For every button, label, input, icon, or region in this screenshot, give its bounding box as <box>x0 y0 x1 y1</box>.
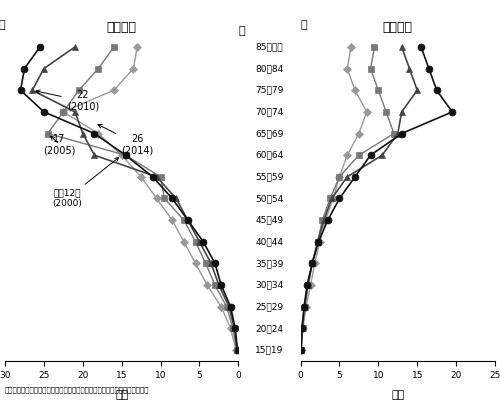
Text: 歳: 歳 <box>300 20 307 30</box>
Text: 50～54: 50～54 <box>256 194 283 203</box>
Text: 平成12年
(2000): 平成12年 (2000) <box>52 158 118 208</box>
Text: 45～49: 45～49 <box>256 216 283 225</box>
Text: 万人: 万人 <box>391 390 404 400</box>
Text: 80～84: 80～84 <box>256 64 283 73</box>
Title: （男性）: （男性） <box>106 20 136 34</box>
Title: （女性）: （女性） <box>383 20 413 34</box>
Text: 75～79: 75～79 <box>256 86 283 95</box>
Text: 15～19: 15～19 <box>256 346 283 354</box>
Text: 25～29: 25～29 <box>256 302 283 311</box>
Text: 65～69: 65～69 <box>256 129 283 138</box>
Text: 30～34: 30～34 <box>256 281 283 290</box>
Text: 70～74: 70～74 <box>256 107 283 116</box>
Text: 55～59: 55～59 <box>256 172 283 181</box>
Text: 万人: 万人 <box>115 390 128 400</box>
Text: 22
(2010): 22 (2010) <box>36 90 99 112</box>
Text: 40～44: 40～44 <box>256 237 283 246</box>
Text: 35～39: 35～39 <box>256 259 283 268</box>
Text: 歳: 歳 <box>0 20 5 30</box>
Text: 資料：農林水産省「農林業センサス」、「農業構造動態調査」（組替集計）: 資料：農林水産省「農林業センサス」、「農業構造動態調査」（組替集計） <box>5 387 150 393</box>
Text: 17
(2005): 17 (2005) <box>44 134 76 155</box>
Text: 26
(2014): 26 (2014) <box>98 124 154 155</box>
Text: 60～64: 60～64 <box>256 151 283 160</box>
Text: 20～24: 20～24 <box>256 324 283 333</box>
Text: 85歳以上: 85歳以上 <box>256 43 283 51</box>
Text: 歳: 歳 <box>238 26 245 36</box>
